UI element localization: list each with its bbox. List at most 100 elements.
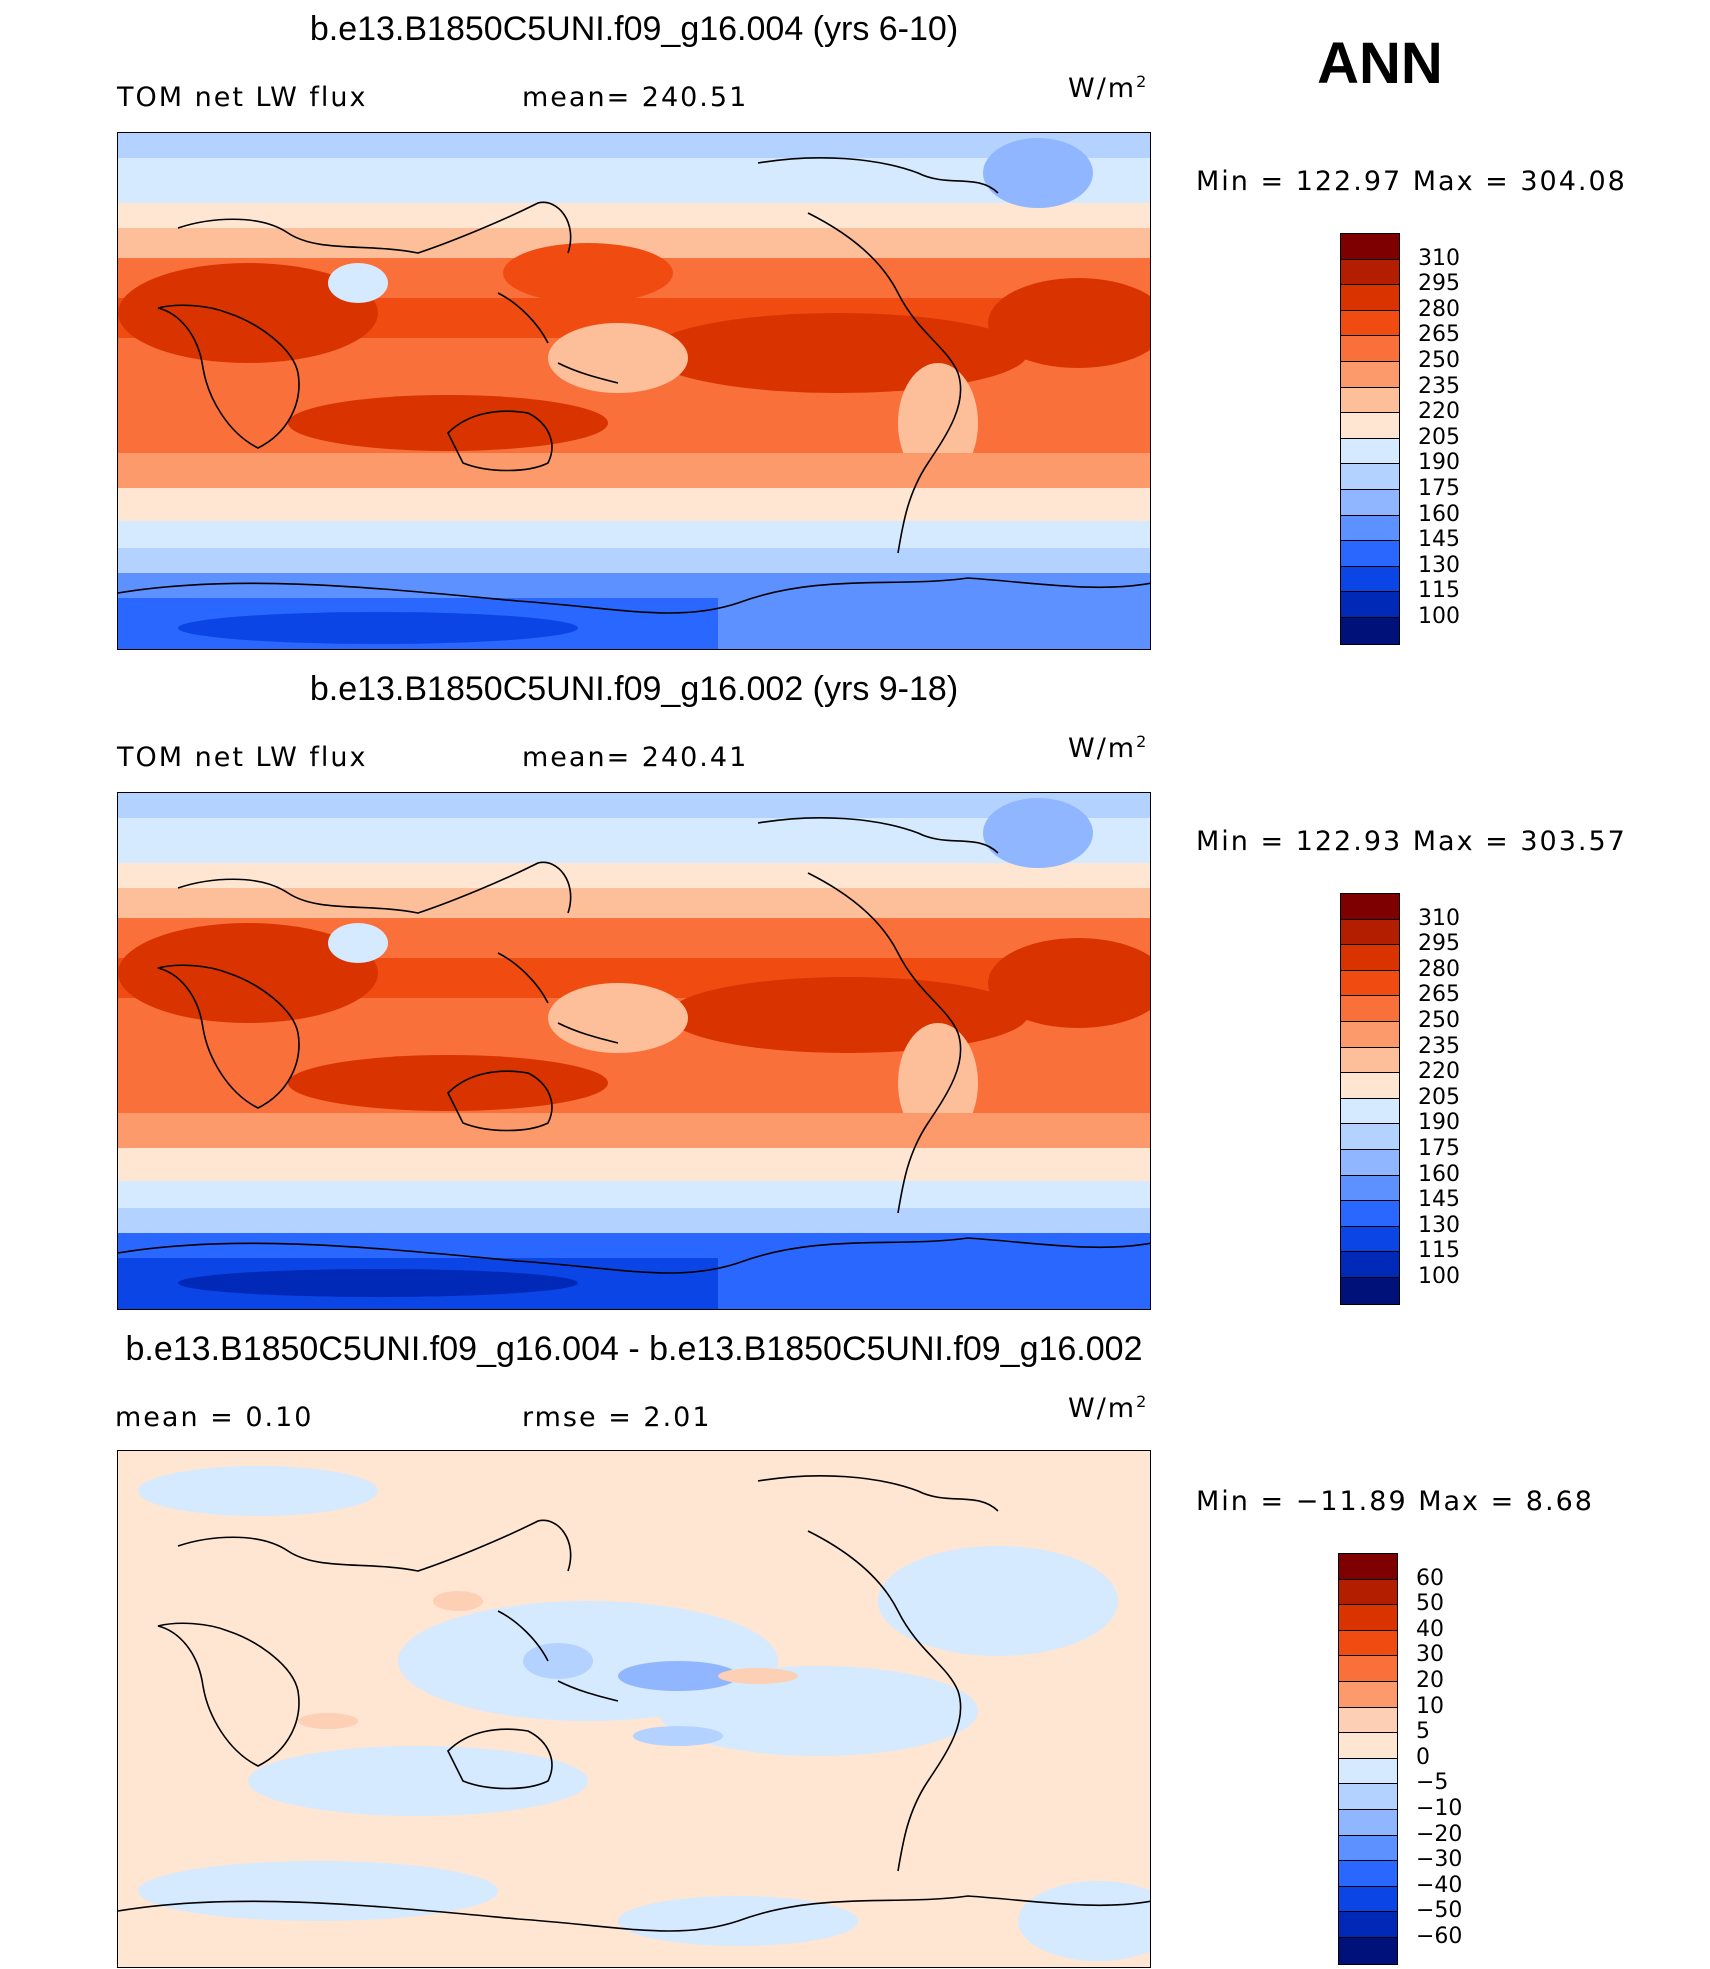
colorbar-tick-label: 115 [1418, 578, 1460, 604]
colorbar-tick-label: −50 [1416, 1898, 1463, 1924]
colorbar-tick-label: −30 [1416, 1847, 1463, 1873]
panel-1-minmax: Min = 122.97 Max = 304.08 [1196, 166, 1627, 197]
colorbar-swatch [1341, 945, 1399, 971]
colorbar-tick-label: −20 [1416, 1821, 1463, 1847]
colorbar-tick-label: 50 [1416, 1591, 1444, 1617]
colorbar-swatch [1339, 1630, 1397, 1657]
colorbar-swatch [1341, 489, 1399, 516]
panel-3-rmse-label: rmse = 2.01 [522, 1402, 712, 1433]
colorbar-swatch [1339, 1861, 1397, 1887]
panel-2-colorbar [1340, 893, 1400, 1305]
colorbar-tick-label: 20 [1416, 1668, 1444, 1693]
colorbar-swatch [1341, 996, 1399, 1022]
colorbar-tick-label: −40 [1416, 1872, 1463, 1898]
panel-1-mean-label: mean= 240.51 [522, 82, 749, 113]
colorbar-swatch [1341, 1047, 1399, 1074]
season-label: ANN [1317, 31, 1443, 96]
colorbar-swatch [1341, 1149, 1399, 1176]
colorbar-swatch [1341, 1226, 1399, 1253]
colorbar-tick-label: 145 [1418, 527, 1460, 553]
colorbar-tick-label: −60 [1416, 1924, 1463, 1949]
colorbar-swatch [1341, 1201, 1399, 1227]
colorbar-swatch [1341, 234, 1399, 260]
colorbar-tick-label: 205 [1418, 424, 1460, 450]
colorbar-tick-label: 250 [1418, 348, 1460, 373]
colorbar-swatch [1341, 970, 1399, 997]
colorbar-swatch [1341, 1098, 1399, 1125]
colorbar-swatch [1339, 1656, 1397, 1682]
colorbar-swatch [1341, 566, 1399, 593]
colorbar-swatch [1341, 413, 1399, 439]
colorbar-tick-label: 115 [1418, 1238, 1460, 1264]
panel-1-units: W/m2 [1068, 72, 1149, 104]
colorbar-swatch [1341, 541, 1399, 567]
colorbar-swatch [1339, 1784, 1397, 1810]
colorbar-swatch [1339, 1733, 1397, 1759]
colorbar-swatch [1341, 1073, 1399, 1099]
colorbar-swatch [1341, 387, 1399, 414]
colorbar-swatch [1341, 259, 1399, 286]
colorbar-tick-label: 160 [1418, 501, 1460, 527]
panel-2-title: b.e13.B1850C5UNI.f09_g16.002 (yrs 9-18) [309, 670, 959, 708]
colorbar-tick-label: 10 [1416, 1693, 1444, 1719]
colorbar-swatch [1341, 1021, 1399, 1048]
colorbar-tick-label: 280 [1418, 296, 1460, 322]
colorbar-swatch [1339, 1605, 1397, 1631]
colorbar-swatch [1341, 438, 1399, 465]
colorbar-swatch [1339, 1937, 1397, 1964]
colorbar-tick-label: 160 [1418, 1161, 1460, 1187]
panel-2-map [117, 792, 1151, 1310]
panel-1-field-label: TOM net LW flux [117, 82, 368, 113]
colorbar-tick-label: 130 [1418, 1212, 1460, 1238]
colorbar-tick-label: 0 [1416, 1744, 1430, 1770]
colorbar-swatch [1341, 310, 1399, 337]
panel-1-colorbar [1340, 233, 1400, 645]
colorbar-swatch [1341, 515, 1399, 542]
colorbar-tick-label: 30 [1416, 1642, 1444, 1668]
colorbar-tick-label: 190 [1418, 1110, 1460, 1136]
colorbar-tick-label: 145 [1418, 1187, 1460, 1213]
colorbar-swatch [1339, 1835, 1397, 1862]
colorbar-swatch [1341, 1175, 1399, 1202]
colorbar-swatch [1341, 1124, 1399, 1150]
panel-2-minmax: Min = 122.93 Max = 303.57 [1196, 826, 1627, 857]
colorbar-tick-label: 100 [1418, 1264, 1460, 1289]
colorbar-tick-label: 235 [1418, 1033, 1460, 1059]
colorbar-tick-label: 310 [1418, 245, 1460, 271]
panel-1-map [117, 132, 1151, 650]
colorbar-tick-label: 220 [1418, 399, 1460, 425]
colorbar-swatch [1339, 1758, 1397, 1785]
panel-2-field-label: TOM net LW flux [117, 742, 368, 773]
colorbar-tick-label: 250 [1418, 1008, 1460, 1033]
colorbar-swatch [1341, 285, 1399, 311]
colorbar-tick-label: 295 [1418, 931, 1460, 957]
colorbar-swatch [1339, 1579, 1397, 1606]
colorbar-tick-label: 265 [1418, 982, 1460, 1008]
colorbar-tick-label: 190 [1418, 450, 1460, 476]
colorbar-tick-label: −10 [1416, 1796, 1463, 1821]
panel-2-units: W/m2 [1068, 732, 1149, 764]
colorbar-tick-label: 295 [1418, 271, 1460, 297]
colorbar-tick-label: 175 [1418, 1136, 1460, 1161]
colorbar-tick-label: 280 [1418, 956, 1460, 982]
colorbar-swatch [1341, 1252, 1399, 1278]
colorbar-swatch [1341, 617, 1399, 644]
colorbar-tick-label: 310 [1418, 905, 1460, 931]
colorbar-tick-label: 265 [1418, 322, 1460, 348]
colorbar-swatch [1339, 1886, 1397, 1913]
colorbar-tick-label: 130 [1418, 552, 1460, 578]
colorbar-swatch [1341, 1277, 1399, 1304]
colorbar-tick-label: 175 [1418, 476, 1460, 501]
colorbar-tick-label: 100 [1418, 604, 1460, 629]
panel-3-title: b.e13.B1850C5UNI.f09_g16.004 - b.e13.B18… [125, 1330, 1143, 1368]
panel-3-units: W/m2 [1068, 1392, 1149, 1424]
colorbar-swatch [1339, 1554, 1397, 1580]
colorbar-swatch [1339, 1809, 1397, 1836]
colorbar-tick-label: 205 [1418, 1084, 1460, 1110]
colorbar-tick-label: 40 [1416, 1616, 1444, 1642]
colorbar-swatch [1339, 1912, 1397, 1938]
panel-3-map [117, 1450, 1151, 1968]
colorbar-swatch [1341, 361, 1399, 388]
colorbar-swatch [1341, 894, 1399, 920]
colorbar-swatch [1339, 1681, 1397, 1708]
